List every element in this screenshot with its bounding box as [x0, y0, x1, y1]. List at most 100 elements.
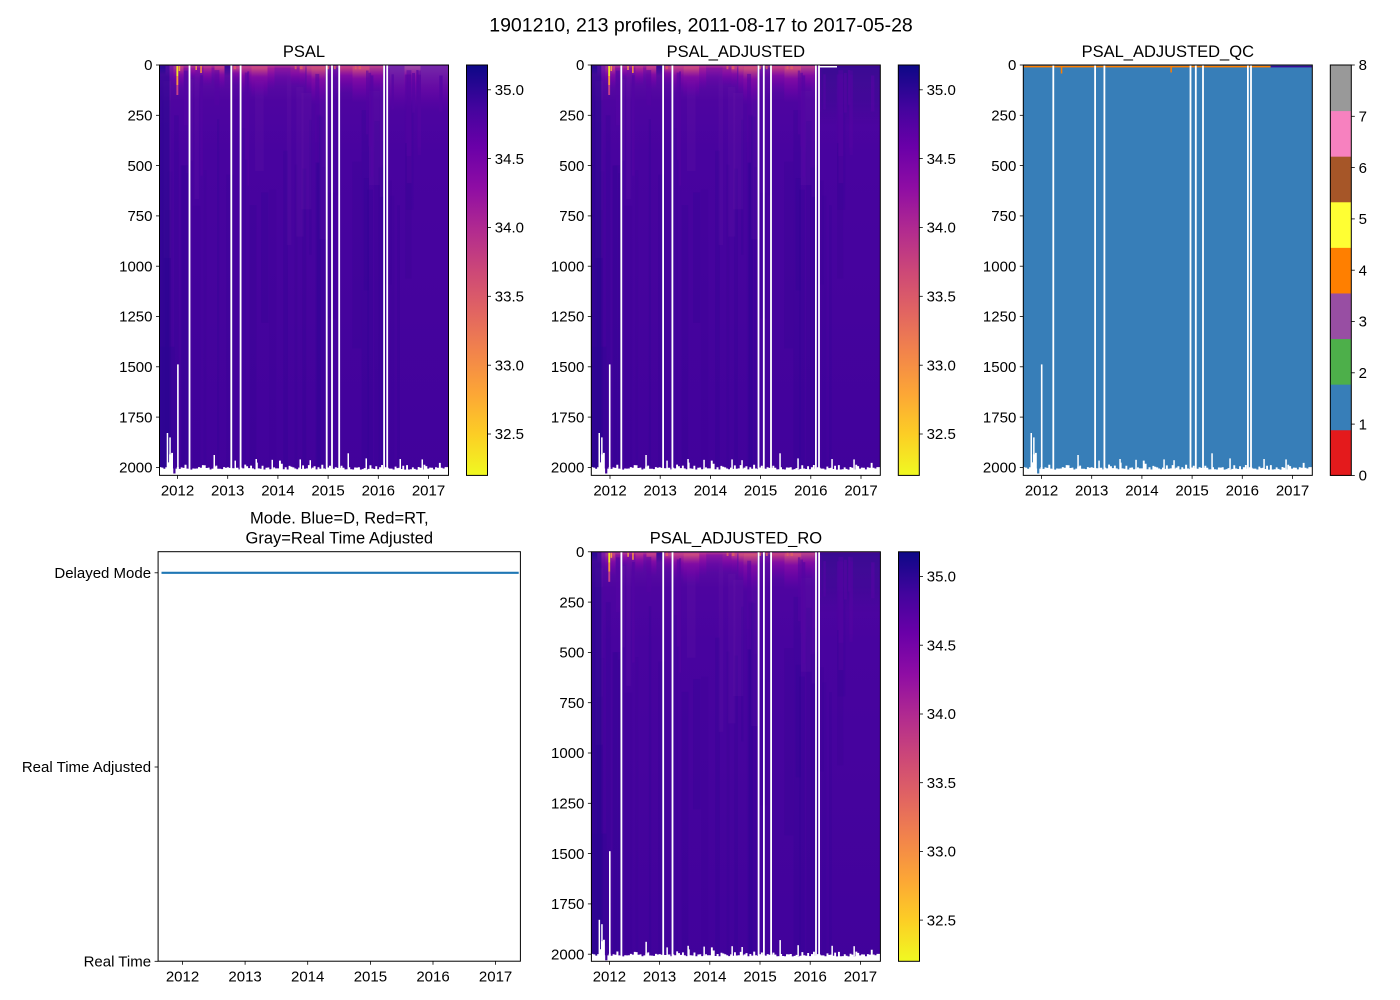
svg-text:2013: 2013: [228, 968, 261, 985]
svg-text:1250: 1250: [983, 309, 1016, 326]
svg-text:34.0: 34.0: [495, 220, 524, 237]
svg-text:PSAL_ADJUSTED_QC: PSAL_ADJUSTED_QC: [1082, 43, 1254, 61]
svg-text:1500: 1500: [551, 846, 584, 863]
svg-text:Delayed Mode: Delayed Mode: [54, 565, 151, 582]
svg-text:500: 500: [559, 158, 584, 175]
svg-text:2014: 2014: [261, 482, 294, 499]
svg-text:2015: 2015: [354, 968, 387, 985]
svg-text:1750: 1750: [119, 409, 152, 426]
svg-text:6: 6: [1359, 160, 1367, 177]
svg-text:5: 5: [1359, 211, 1367, 228]
svg-text:2015: 2015: [743, 968, 776, 985]
svg-text:34.0: 34.0: [927, 220, 956, 237]
svg-text:0: 0: [576, 544, 584, 561]
svg-text:PSAL: PSAL: [283, 43, 325, 61]
svg-text:2014: 2014: [694, 482, 727, 499]
svg-text:32.5: 32.5: [495, 426, 524, 443]
svg-text:34.0: 34.0: [927, 706, 956, 723]
svg-text:2013: 2013: [643, 968, 676, 985]
svg-text:2000: 2000: [551, 946, 584, 963]
svg-text:Mode. Blue=D, Red=RT,: Mode. Blue=D, Red=RT,: [250, 510, 429, 528]
svg-text:2016: 2016: [416, 968, 449, 985]
svg-text:1500: 1500: [119, 359, 152, 376]
svg-text:1500: 1500: [983, 359, 1016, 376]
svg-text:33.5: 33.5: [927, 289, 956, 306]
svg-text:2017: 2017: [1276, 482, 1309, 499]
svg-text:2013: 2013: [1075, 482, 1108, 499]
svg-text:1000: 1000: [983, 258, 1016, 275]
svg-text:2016: 2016: [362, 482, 395, 499]
svg-text:2000: 2000: [983, 460, 1016, 477]
svg-text:7: 7: [1359, 109, 1367, 126]
svg-text:2015: 2015: [1175, 482, 1208, 499]
svg-text:35.0: 35.0: [927, 569, 956, 586]
svg-text:2012: 2012: [1025, 482, 1058, 499]
svg-text:250: 250: [127, 108, 152, 125]
svg-text:3: 3: [1359, 314, 1367, 331]
svg-text:0: 0: [144, 57, 152, 74]
svg-text:1500: 1500: [551, 359, 584, 376]
svg-text:0: 0: [1008, 57, 1016, 74]
svg-text:Real Time: Real Time: [84, 954, 152, 971]
svg-text:2015: 2015: [311, 482, 344, 499]
svg-text:1000: 1000: [119, 258, 152, 275]
svg-text:2012: 2012: [593, 482, 626, 499]
svg-text:2014: 2014: [291, 968, 324, 985]
svg-text:2: 2: [1359, 365, 1367, 382]
svg-text:33.0: 33.0: [927, 844, 956, 861]
svg-text:1750: 1750: [551, 409, 584, 426]
svg-text:1: 1: [1359, 416, 1367, 433]
svg-text:2017: 2017: [479, 968, 512, 985]
svg-text:33.5: 33.5: [495, 289, 524, 306]
svg-text:750: 750: [559, 695, 584, 712]
svg-text:35.0: 35.0: [927, 82, 956, 99]
svg-text:4: 4: [1359, 262, 1367, 279]
svg-text:500: 500: [559, 645, 584, 662]
svg-text:2016: 2016: [794, 968, 827, 985]
svg-text:750: 750: [991, 208, 1016, 225]
svg-text:2016: 2016: [794, 482, 827, 499]
svg-text:2013: 2013: [644, 482, 677, 499]
svg-text:2012: 2012: [166, 968, 199, 985]
svg-text:500: 500: [991, 158, 1016, 175]
svg-text:1000: 1000: [551, 745, 584, 762]
svg-text:2012: 2012: [593, 968, 626, 985]
svg-text:1250: 1250: [551, 309, 584, 326]
svg-text:35.0: 35.0: [495, 82, 524, 99]
svg-text:250: 250: [559, 108, 584, 125]
svg-text:33.5: 33.5: [927, 775, 956, 792]
svg-text:750: 750: [559, 208, 584, 225]
svg-text:500: 500: [127, 158, 152, 175]
svg-text:2015: 2015: [744, 482, 777, 499]
svg-text:2017: 2017: [844, 968, 877, 985]
svg-text:2016: 2016: [1226, 482, 1259, 499]
svg-text:33.0: 33.0: [927, 357, 956, 374]
svg-text:2014: 2014: [693, 968, 726, 985]
svg-text:32.5: 32.5: [927, 912, 956, 929]
svg-text:34.5: 34.5: [495, 151, 524, 168]
svg-text:250: 250: [559, 594, 584, 611]
svg-text:8: 8: [1359, 57, 1367, 74]
svg-text:1750: 1750: [551, 896, 584, 913]
svg-text:34.5: 34.5: [927, 637, 956, 654]
svg-text:32.5: 32.5: [927, 426, 956, 443]
svg-text:2013: 2013: [211, 482, 244, 499]
svg-text:1000: 1000: [551, 258, 584, 275]
svg-text:1250: 1250: [551, 796, 584, 813]
svg-text:2000: 2000: [119, 460, 152, 477]
svg-text:PSAL_ADJUSTED: PSAL_ADJUSTED: [667, 43, 806, 61]
svg-text:2012: 2012: [161, 482, 194, 499]
svg-text:1750: 1750: [983, 409, 1016, 426]
svg-text:33.0: 33.0: [495, 357, 524, 374]
svg-text:1250: 1250: [119, 309, 152, 326]
svg-text:34.5: 34.5: [927, 151, 956, 168]
svg-text:2014: 2014: [1125, 482, 1158, 499]
svg-text:PSAL_ADJUSTED_RO: PSAL_ADJUSTED_RO: [650, 530, 823, 548]
svg-text:0: 0: [576, 57, 584, 74]
svg-text:750: 750: [127, 208, 152, 225]
svg-text:Real Time Adjusted: Real Time Adjusted: [22, 759, 151, 776]
svg-text:1901210, 213 profiles, 2011-08: 1901210, 213 profiles, 2011-08-17 to 201…: [489, 15, 913, 37]
svg-text:2017: 2017: [412, 482, 445, 499]
svg-text:Gray=Real Time Adjusted: Gray=Real Time Adjusted: [246, 530, 434, 548]
svg-text:250: 250: [991, 108, 1016, 125]
